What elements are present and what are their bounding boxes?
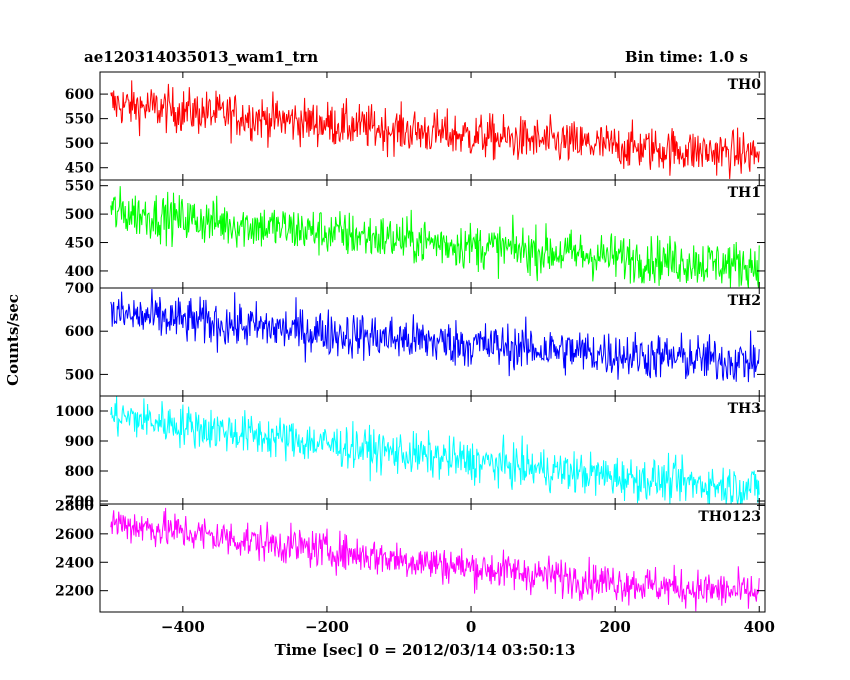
panel-label-th0123: TH0123 xyxy=(698,509,761,525)
y-tick-label: 600 xyxy=(65,87,94,103)
x-axis-label: Time [sec] 0 = 2012/03/14 03:50:13 xyxy=(275,641,576,659)
y-axis-label: Counts/sec xyxy=(4,294,22,386)
chart-title: ae120314035013_wam1_trn xyxy=(84,48,318,66)
y-tick-label: 550 xyxy=(65,179,94,195)
series-line-th2 xyxy=(110,288,760,383)
y-tick-label: 500 xyxy=(65,367,94,383)
series-line-th0123 xyxy=(110,507,760,612)
panels-group: 450 500 550 600 TH0 400 450 500 550 TH1 500 600 700 T… xyxy=(55,71,775,636)
y-tick-label: 600 xyxy=(65,324,94,340)
y-tick-label: 2200 xyxy=(55,584,94,600)
series-line-th1 xyxy=(110,186,760,289)
x-tick-label: −200 xyxy=(305,618,349,636)
panel-frame-th1 xyxy=(99,179,766,289)
y-tick-label: 500 xyxy=(65,207,94,223)
panel-label-th1: TH1 xyxy=(728,185,761,201)
panel-label-th2: TH2 xyxy=(728,293,761,309)
x-tick-label: −400 xyxy=(161,618,205,636)
y-tick-label: 1000 xyxy=(55,404,94,420)
panel-label-th3: TH3 xyxy=(728,401,761,417)
y-tick-label: 2400 xyxy=(55,555,94,571)
panel-label-th0: TH0 xyxy=(728,77,762,93)
y-tick-label: 450 xyxy=(65,236,94,252)
y-tick-label: 800 xyxy=(65,464,94,480)
panel-frame-th0123 xyxy=(99,503,766,613)
y-tick-label: 900 xyxy=(65,434,94,450)
y-tick-label: 2600 xyxy=(55,527,94,543)
series-line-th0 xyxy=(110,80,760,180)
y-tick-label: 550 xyxy=(65,112,94,128)
y-tick-label: 700 xyxy=(65,281,94,297)
y-tick-label: 450 xyxy=(65,161,94,177)
y-tick-label: 400 xyxy=(65,264,94,280)
y-tick-label: 500 xyxy=(65,136,94,152)
x-tick-label: 200 xyxy=(599,618,630,636)
y-tick-label: 700 xyxy=(65,494,94,510)
series-line-th3 xyxy=(110,395,760,505)
y-tick-label: 2800 xyxy=(55,498,94,514)
x-tick-label: 0 xyxy=(466,618,476,636)
bin-time-label: Bin time: 1.0 s xyxy=(625,48,748,66)
x-tick-label: 400 xyxy=(744,618,775,636)
